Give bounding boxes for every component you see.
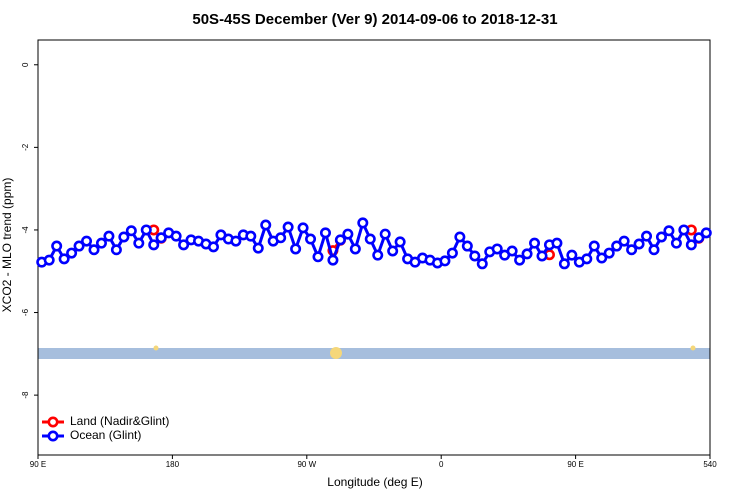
y-tick-label: -6 — [21, 308, 30, 316]
land-band — [38, 348, 710, 359]
point — [566, 249, 578, 261]
point — [514, 254, 526, 266]
x-tick-label: 90 E — [567, 460, 583, 469]
point — [51, 240, 63, 252]
point — [148, 239, 160, 251]
land-dot — [153, 345, 159, 351]
point — [685, 239, 697, 251]
legend-marker — [47, 416, 59, 428]
y-tick-label: -4 — [21, 226, 30, 234]
y-tick-label: 0 — [21, 62, 30, 67]
point — [551, 237, 563, 249]
point — [387, 245, 399, 257]
point — [357, 217, 369, 229]
point — [603, 247, 615, 259]
point — [305, 233, 317, 245]
point — [178, 239, 190, 251]
point — [327, 254, 339, 266]
point — [349, 243, 361, 255]
point — [88, 244, 100, 256]
x-tick-label: 90 W — [297, 460, 316, 469]
point — [43, 254, 55, 266]
point — [700, 227, 712, 239]
point — [66, 247, 78, 259]
point — [558, 258, 570, 270]
point — [372, 249, 384, 261]
chart-title: 50S-45S December (Ver 9) 2014-09-06 to 2… — [192, 11, 557, 28]
y-tick-label: -2 — [21, 143, 30, 151]
point — [297, 222, 309, 234]
legend-marker — [47, 430, 59, 442]
point — [290, 243, 302, 255]
point — [252, 242, 264, 254]
point — [103, 230, 115, 242]
point — [678, 224, 690, 236]
point — [641, 230, 653, 242]
point — [207, 241, 219, 253]
x-tick-label: 180 — [166, 460, 180, 469]
point — [260, 219, 272, 231]
point — [275, 232, 287, 244]
point — [663, 225, 675, 237]
point — [529, 237, 541, 249]
point — [506, 245, 518, 257]
point — [596, 252, 608, 264]
point — [334, 234, 346, 246]
point — [379, 228, 391, 240]
x-tick-label: 540 — [703, 460, 717, 469]
point — [95, 237, 107, 249]
point — [454, 231, 466, 243]
point — [536, 250, 548, 262]
point — [521, 248, 533, 260]
x-axis-label: Longitude (deg E) — [327, 475, 422, 489]
point — [670, 237, 682, 249]
land-dot — [690, 345, 696, 351]
point — [655, 231, 667, 243]
point — [133, 237, 145, 249]
point — [282, 221, 294, 233]
point — [461, 240, 473, 252]
point — [170, 230, 182, 242]
point — [319, 227, 331, 239]
point — [626, 244, 638, 256]
point — [446, 247, 458, 259]
point — [245, 230, 257, 242]
point — [648, 244, 660, 256]
legend-label: Ocean (Glint) — [70, 428, 141, 442]
point — [581, 253, 593, 265]
point — [155, 232, 167, 244]
point — [476, 258, 488, 270]
point — [140, 224, 152, 236]
point — [588, 240, 600, 252]
point — [81, 235, 93, 247]
legend-label: Land (Nadir&Glint) — [70, 414, 169, 428]
x-tick-label: 90 E — [30, 460, 46, 469]
point — [73, 240, 85, 252]
y-tick-label: -8 — [21, 391, 30, 399]
point — [611, 240, 623, 252]
point — [618, 235, 630, 247]
point — [125, 225, 137, 237]
point — [110, 244, 122, 256]
y-axis-label: XCO2 - MLO trend (ppm) — [0, 178, 14, 313]
x-tick-label: 0 — [439, 460, 444, 469]
point — [633, 238, 645, 250]
point — [364, 233, 376, 245]
land-dot — [330, 347, 342, 359]
point — [312, 251, 324, 263]
point — [58, 253, 70, 265]
point — [693, 232, 705, 244]
point — [439, 255, 451, 267]
point — [342, 228, 354, 240]
plot-frame — [37, 39, 711, 456]
point — [469, 250, 481, 262]
point — [491, 243, 503, 255]
point — [394, 236, 406, 248]
point — [118, 231, 130, 243]
point — [230, 235, 242, 247]
